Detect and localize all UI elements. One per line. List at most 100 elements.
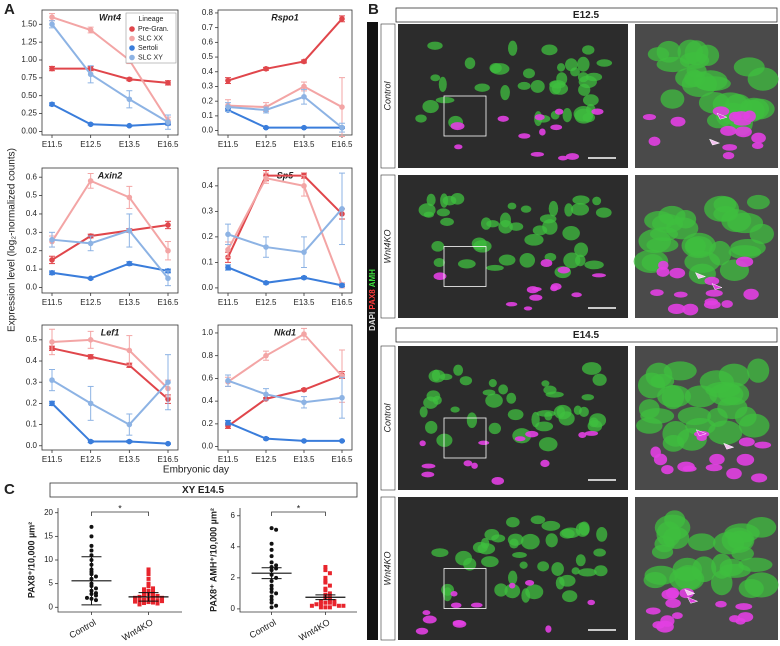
tissue-magenta [421, 463, 436, 469]
y-tick-label: 0.2 [26, 246, 38, 255]
point [126, 347, 133, 354]
data-point [151, 592, 156, 597]
point [301, 274, 307, 281]
data-point [318, 605, 323, 610]
plot-frame [217, 9, 353, 136]
point [87, 438, 94, 445]
tissue-green [541, 44, 558, 56]
series-line [52, 67, 169, 84]
y-tick-label: 10 [44, 555, 53, 564]
tissue-green [519, 561, 528, 569]
axes [239, 508, 357, 613]
tissue-green [596, 526, 608, 542]
x-tick-label: E12.5 [256, 298, 277, 307]
tissue-magenta [661, 589, 679, 600]
data-point [93, 574, 98, 579]
point [263, 175, 269, 182]
point [301, 83, 307, 90]
data-point [146, 576, 151, 581]
stain-name: DAPI [368, 312, 377, 331]
data-point [274, 527, 279, 532]
tissue-magenta [732, 111, 751, 121]
tissue-magenta [656, 620, 674, 633]
y-tick-label: 0.6 [202, 374, 214, 383]
tissue-green [426, 193, 436, 207]
legend-swatch [129, 26, 135, 32]
chart-title: Lef1 [101, 327, 120, 337]
data-point [89, 524, 94, 529]
significance-label: * [297, 503, 301, 513]
point [339, 438, 345, 444]
tissue-magenta [591, 108, 604, 115]
data-point [332, 602, 337, 607]
tissue-magenta [672, 612, 683, 619]
tissue-green [484, 528, 500, 541]
tissue-green [507, 409, 524, 421]
x-tick-label: E16.5 [332, 455, 353, 464]
data-point [146, 567, 151, 572]
tissue-green [728, 245, 762, 260]
plot-frame [41, 167, 179, 294]
tissue-green [450, 406, 460, 413]
y-tick-label: 20 [44, 508, 53, 517]
tissue-magenta [452, 620, 465, 626]
plot-frame [41, 324, 179, 451]
y-tick-label: 0.3 [202, 82, 214, 91]
point [165, 222, 171, 228]
point [126, 96, 133, 103]
tissue-green [512, 551, 527, 558]
tissue-magenta [565, 153, 580, 160]
y-tick-label: 0.4 [202, 396, 214, 405]
tissue-green [577, 56, 590, 72]
tissue-magenta [471, 462, 478, 469]
tissue-green [506, 516, 520, 528]
series-line [227, 266, 343, 287]
point [49, 400, 55, 407]
tissue-magenta [743, 288, 759, 300]
point [87, 121, 94, 128]
tissue-green [553, 404, 572, 420]
y-tick-label: 0.6 [202, 37, 214, 46]
point [263, 391, 269, 398]
tissue-magenta [419, 440, 426, 447]
data-point [269, 541, 274, 546]
tissue-green [508, 570, 518, 585]
data-point [89, 548, 94, 553]
row-label-box [380, 496, 396, 641]
tissue-magenta [540, 459, 550, 468]
tissue-magenta [682, 303, 699, 316]
point [87, 27, 94, 33]
point [87, 178, 94, 184]
point [301, 438, 307, 444]
tissue-green [435, 96, 455, 104]
series-line [227, 421, 342, 442]
tissue-magenta [550, 124, 563, 131]
data-point [151, 586, 156, 591]
point [339, 206, 345, 212]
tissue-green [643, 572, 667, 589]
tissue-green [425, 420, 438, 434]
y-tick-label: 0.2 [202, 419, 214, 428]
x-tick-label: E12.5 [80, 298, 101, 307]
point [87, 240, 94, 247]
x-tick-label: E16.5 [332, 140, 353, 149]
tissue-green [474, 83, 490, 92]
data-point [274, 603, 279, 608]
tissue-magenta [450, 122, 465, 131]
tissue-green [541, 380, 550, 387]
y-axis-label: PAX8⁺/10,000 µm² [26, 522, 36, 598]
point [301, 183, 307, 189]
chart-title: Rspo1 [271, 12, 299, 22]
data-point [269, 605, 274, 610]
y-tick-label: 0.0 [26, 441, 38, 450]
tissue-green [746, 194, 770, 210]
x-tick-label: Control [68, 617, 98, 640]
point [263, 66, 269, 72]
series-line [227, 208, 343, 254]
series-line [51, 223, 169, 261]
tissue-green [498, 254, 516, 266]
data-point [269, 600, 274, 605]
tissue-green [679, 52, 710, 69]
significance-bracket [271, 511, 326, 516]
tissue-green [504, 583, 521, 599]
